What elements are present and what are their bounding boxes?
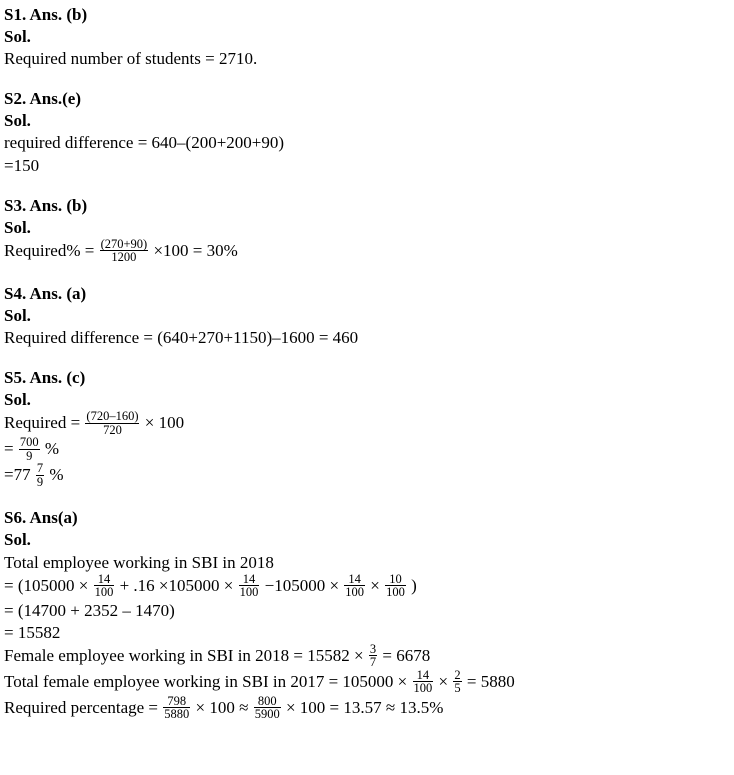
s5-l3-suffix: % [49, 465, 63, 484]
s6-l2-f1: 14 100 [94, 573, 115, 599]
solution-3: S3. Ans. (b) Sol. Required% = (270+90) 1… [4, 195, 730, 265]
s6-l2-f4-num: 10 [385, 573, 406, 587]
s6-line5: Female employee working in SBI in 2018 =… [4, 644, 730, 670]
s6-l7-c: × 100 = 13.57 ≈ 13.5% [286, 698, 443, 717]
s5-sol: Sol. [4, 389, 730, 411]
s5-l1-den: 720 [85, 424, 139, 437]
s5-l1-frac: (720–160) 720 [85, 410, 139, 436]
s6-line7: Required percentage = 798 5880 × 100 ≈ 8… [4, 696, 730, 722]
s6-l6-f1: 14 100 [413, 669, 434, 695]
s2-line1: required difference = 640–(200+200+90) [4, 132, 730, 154]
s6-l2-d: × [370, 576, 384, 595]
solution-6: S6. Ans(a) Sol. Total employee working i… [4, 507, 730, 721]
solution-4: S4. Ans. (a) Sol. Required difference = … [4, 283, 730, 349]
s5-header: S5. Ans. (c) [4, 367, 730, 389]
s6-l6-c: = 5880 [467, 672, 515, 691]
solution-5: S5. Ans. (c) Sol. Required = (720–160) 7… [4, 367, 730, 489]
s6-l6-f2-den: 5 [453, 682, 461, 695]
s3-expr: Required% = (270+90) 1200 ×100 = 30% [4, 239, 730, 265]
s6-line6: Total female employee working in SBI in … [4, 670, 730, 696]
s6-l7-f2-den: 5900 [254, 708, 281, 721]
s6-l2-f2-den: 100 [239, 586, 260, 599]
s5-l1-suffix: × 100 [145, 413, 184, 432]
s4-sol: Sol. [4, 305, 730, 327]
s6-l2-f4: 10 100 [385, 573, 406, 599]
s3-sol: Sol. [4, 217, 730, 239]
s6-l6-f2: 2 5 [453, 669, 461, 695]
s6-l7-f1-den: 5880 [163, 708, 190, 721]
s5-line1: Required = (720–160) 720 × 100 [4, 411, 730, 437]
s6-header: S6. Ans(a) [4, 507, 730, 529]
s5-l2-num: 700 [19, 436, 40, 450]
s2-sol: Sol. [4, 110, 730, 132]
s6-l5-frac-num: 3 [369, 643, 377, 657]
s6-line3: = (14700 + 2352 – 1470) [4, 600, 730, 622]
s6-l2-b: + .16 ×105000 × [120, 576, 238, 595]
s3-header: S3. Ans. (b) [4, 195, 730, 217]
s3-frac-num: (270+90) [100, 238, 149, 252]
s3-frac-den: 1200 [100, 251, 149, 264]
s2-line2: =150 [4, 155, 730, 177]
s5-l3-frac: 7 9 [36, 462, 44, 488]
s6-l5-b: = 6678 [382, 646, 430, 665]
s6-l6-a: Total female employee working in SBI in … [4, 672, 412, 691]
s5-l2-suffix: % [45, 439, 59, 458]
s6-l2-f3-den: 100 [344, 586, 365, 599]
s6-l2-f4-den: 100 [385, 586, 406, 599]
s6-l6-f2-num: 2 [453, 669, 461, 683]
s6-l5-frac: 3 7 [369, 643, 377, 669]
s6-l2-f1-num: 14 [94, 573, 115, 587]
s6-l2-f2: 14 100 [239, 573, 260, 599]
s5-l1-num: (720–160) [85, 410, 139, 424]
s6-l2-a: = (105000 × [4, 576, 93, 595]
s6-l7-f2: 800 5900 [254, 695, 281, 721]
s5-line2: = 700 9 % [4, 437, 730, 463]
s1-header: S1. Ans. (b) [4, 4, 730, 26]
s6-line4: = 15582 [4, 622, 730, 644]
s6-l2-f1-den: 100 [94, 586, 115, 599]
s1-sol: Sol. [4, 26, 730, 48]
s6-l7-b: × 100 ≈ [196, 698, 253, 717]
s5-l2-eq: = [4, 439, 14, 458]
s5-l3-pre: =77 [4, 465, 31, 484]
s6-l7-f2-num: 800 [254, 695, 281, 709]
s3-frac: (270+90) 1200 [100, 238, 149, 264]
s2-header: S2. Ans.(e) [4, 88, 730, 110]
s5-line3: =77 7 9 % [4, 463, 730, 489]
s6-l7-f1-num: 798 [163, 695, 190, 709]
s3-prefix: Required% = [4, 241, 99, 260]
s6-sol: Sol. [4, 529, 730, 551]
s6-line1: Total employee working in SBI in 2018 [4, 552, 730, 574]
solution-2: S2. Ans.(e) Sol. required difference = 6… [4, 88, 730, 176]
s6-l2-f3-num: 14 [344, 573, 365, 587]
s6-l6-f1-den: 100 [413, 682, 434, 695]
s6-l6-b: × [439, 672, 453, 691]
s6-l7-f1: 798 5880 [163, 695, 190, 721]
s5-l2-frac: 700 9 [19, 436, 40, 462]
s4-line1: Required difference = (640+270+1150)–160… [4, 327, 730, 349]
s5-l3-num: 7 [36, 462, 44, 476]
s4-header: S4. Ans. (a) [4, 283, 730, 305]
s6-l7-a: Required percentage = [4, 698, 162, 717]
s6-l2-e: ) [411, 576, 417, 595]
s6-l5-a: Female employee working in SBI in 2018 =… [4, 646, 368, 665]
s6-l6-f1-num: 14 [413, 669, 434, 683]
s6-l2-c: −105000 × [265, 576, 344, 595]
s6-line2: = (105000 × 14 100 + .16 ×105000 × 14 10… [4, 574, 730, 600]
solution-1: S1. Ans. (b) Sol. Required number of stu… [4, 4, 730, 70]
s5-l1-prefix: Required = [4, 413, 84, 432]
s6-l2-f2-num: 14 [239, 573, 260, 587]
s6-l5-frac-den: 7 [369, 656, 377, 669]
s3-suffix: ×100 = 30% [153, 241, 237, 260]
s1-line1: Required number of students = 2710. [4, 48, 730, 70]
s5-l3-den: 9 [36, 476, 44, 489]
s6-l2-f3: 14 100 [344, 573, 365, 599]
